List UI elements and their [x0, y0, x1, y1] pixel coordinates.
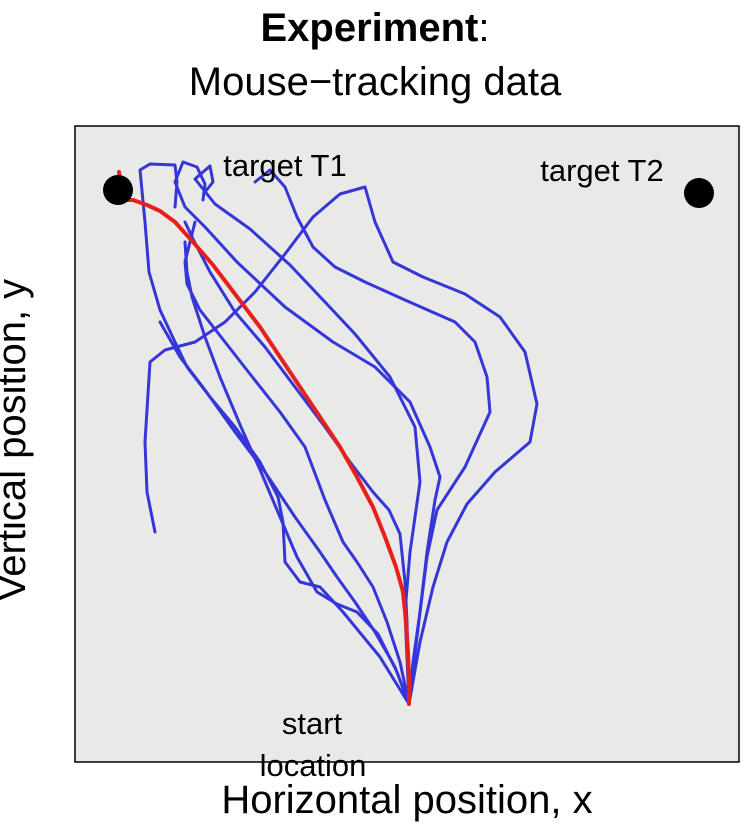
trajectory-line: [193, 164, 422, 706]
trajectory-layer: [117, 160, 539, 706]
chart-subtitle: Mouse−tracking data: [188, 60, 562, 104]
trajectory-line: [183, 220, 411, 706]
target-marker-2: [684, 178, 714, 208]
target-label-1: target T1: [223, 148, 347, 183]
annotation-layer: target T1 target T2 start location: [223, 148, 664, 783]
trajectory-line: [173, 160, 442, 706]
start-label-line2: location: [260, 748, 367, 783]
target-marker-1: [103, 175, 133, 205]
trajectory-line: [253, 168, 492, 706]
target-label-2: target T2: [540, 153, 664, 188]
chart-title: Experiment:: [0, 4, 750, 52]
chart-title-suffix: :: [478, 6, 490, 50]
chart-title-bold: Experiment: [260, 6, 479, 50]
x-axis-label: Horizontal position, x: [221, 778, 593, 822]
start-label-line1: start: [282, 706, 343, 741]
target-layer: [103, 175, 714, 208]
y-axis-label: Vertical position, y: [0, 279, 34, 602]
trajectory-line: [143, 185, 539, 706]
highlighted-trajectory: [117, 170, 411, 706]
trajectory-line: [158, 320, 411, 706]
